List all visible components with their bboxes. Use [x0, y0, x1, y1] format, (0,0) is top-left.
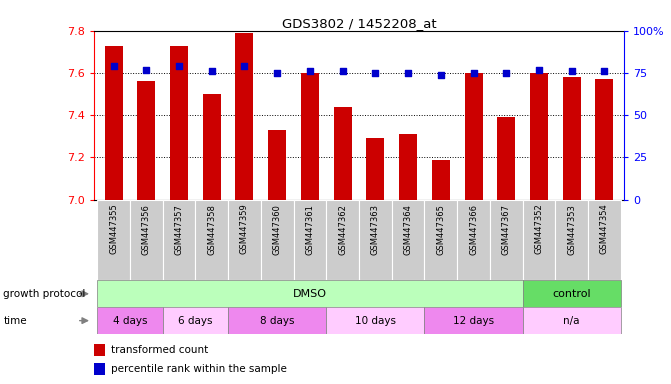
Point: [338, 68, 348, 74]
Text: GSM447357: GSM447357: [174, 204, 183, 255]
Text: GSM447366: GSM447366: [469, 204, 478, 255]
Point: [501, 70, 511, 76]
Bar: [359, 200, 392, 280]
Text: GSM447363: GSM447363: [371, 204, 380, 255]
Text: 12 days: 12 days: [453, 316, 494, 326]
Bar: [563, 77, 580, 200]
Text: GSM447367: GSM447367: [502, 204, 511, 255]
Text: GSM447360: GSM447360: [272, 204, 282, 255]
Text: time: time: [3, 316, 27, 326]
Point: [599, 68, 610, 74]
Bar: [162, 307, 228, 334]
Text: GSM447358: GSM447358: [207, 204, 216, 255]
Bar: [432, 160, 450, 200]
Bar: [425, 200, 457, 280]
Bar: [457, 200, 490, 280]
Bar: [97, 200, 130, 280]
Text: growth protocol: growth protocol: [3, 289, 86, 299]
Bar: [236, 33, 254, 200]
Text: GSM447361: GSM447361: [305, 204, 315, 255]
Bar: [268, 130, 286, 200]
Bar: [399, 134, 417, 200]
Point: [468, 70, 479, 76]
Bar: [138, 81, 155, 200]
Text: GSM447356: GSM447356: [142, 204, 151, 255]
Point: [239, 63, 250, 69]
Bar: [588, 200, 621, 280]
Bar: [523, 280, 621, 307]
Bar: [556, 200, 588, 280]
Bar: [94, 363, 105, 375]
Bar: [301, 73, 319, 200]
Bar: [392, 200, 425, 280]
Bar: [195, 200, 228, 280]
Bar: [97, 307, 162, 334]
Text: 4 days: 4 days: [113, 316, 147, 326]
Bar: [97, 280, 523, 307]
Text: GSM447365: GSM447365: [436, 204, 446, 255]
Point: [108, 63, 119, 69]
Bar: [228, 307, 326, 334]
Bar: [595, 79, 613, 200]
Point: [435, 71, 446, 78]
Bar: [94, 344, 105, 356]
Bar: [170, 45, 188, 200]
Bar: [523, 200, 556, 280]
Point: [370, 70, 380, 76]
Bar: [228, 200, 261, 280]
Point: [141, 66, 152, 73]
Text: percentile rank within the sample: percentile rank within the sample: [111, 364, 287, 374]
Bar: [530, 73, 548, 200]
Text: GSM447353: GSM447353: [567, 204, 576, 255]
Title: GDS3802 / 1452208_at: GDS3802 / 1452208_at: [282, 17, 436, 30]
Bar: [333, 107, 352, 200]
Bar: [523, 307, 621, 334]
Bar: [497, 118, 515, 200]
Point: [566, 68, 577, 74]
Text: GSM447352: GSM447352: [535, 204, 544, 255]
Point: [533, 66, 544, 73]
Bar: [162, 200, 195, 280]
Point: [305, 68, 315, 74]
Bar: [326, 307, 425, 334]
Text: GSM447359: GSM447359: [240, 204, 249, 255]
Point: [174, 63, 185, 69]
Text: control: control: [552, 289, 591, 299]
Bar: [293, 200, 326, 280]
Text: 8 days: 8 days: [260, 316, 295, 326]
Text: GSM447364: GSM447364: [403, 204, 413, 255]
Point: [207, 68, 217, 74]
Bar: [326, 200, 359, 280]
Text: GSM447362: GSM447362: [338, 204, 347, 255]
Text: GSM447354: GSM447354: [600, 204, 609, 255]
Point: [272, 70, 282, 76]
Point: [403, 70, 413, 76]
Bar: [464, 73, 482, 200]
Text: GSM447355: GSM447355: [109, 204, 118, 255]
Bar: [490, 200, 523, 280]
Bar: [105, 45, 123, 200]
Bar: [425, 307, 523, 334]
Text: 6 days: 6 days: [178, 316, 213, 326]
Bar: [261, 200, 293, 280]
Bar: [203, 94, 221, 200]
Text: 10 days: 10 days: [355, 316, 396, 326]
Bar: [366, 139, 384, 200]
Text: transformed count: transformed count: [111, 345, 208, 355]
Bar: [130, 200, 162, 280]
Text: n/a: n/a: [564, 316, 580, 326]
Text: DMSO: DMSO: [293, 289, 327, 299]
